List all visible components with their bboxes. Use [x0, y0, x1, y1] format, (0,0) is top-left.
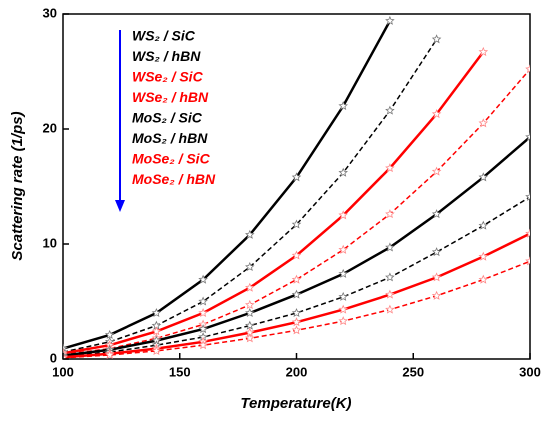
x-tick-label: 300: [519, 364, 541, 379]
series-line: [63, 20, 391, 350]
star-marker: [431, 166, 442, 176]
star-marker: [245, 282, 255, 292]
star-marker: [478, 251, 489, 261]
legend-label: MoSe₂ / SiC: [132, 151, 211, 167]
star-marker: [338, 304, 348, 314]
star-marker: [245, 333, 255, 343]
star-marker: [291, 219, 302, 229]
star-marker: [338, 101, 348, 111]
y-tick-label: 10: [43, 235, 57, 250]
star-marker: [104, 350, 115, 359]
star-marker: [291, 317, 302, 327]
star-marker: [431, 290, 442, 300]
star-marker: [245, 229, 255, 239]
star-marker: [385, 289, 395, 299]
star-marker: [431, 272, 442, 282]
star-marker: [151, 345, 162, 356]
star-marker: [198, 308, 208, 318]
legend-label: WSe₂ / hBN: [132, 89, 209, 105]
star-marker: [431, 108, 442, 119]
x-tick-label: 200: [286, 364, 308, 379]
star-marker: [198, 296, 208, 306]
x-tick-label: 150: [169, 364, 191, 379]
star-marker: [245, 262, 255, 272]
star-marker: [245, 299, 255, 310]
star-marker: [525, 64, 530, 74]
star-marker: [385, 272, 395, 282]
star-marker: [478, 118, 489, 128]
star-marker: [198, 324, 208, 334]
y-tick-label: 30: [43, 5, 57, 20]
star-marker: [151, 308, 162, 318]
star-marker: [478, 274, 489, 284]
star-marker: [338, 268, 348, 278]
star-marker: [151, 326, 162, 336]
star-marker: [385, 163, 395, 173]
star-marker: [291, 274, 302, 284]
star-marker: [385, 105, 395, 115]
series-line: [63, 196, 530, 358]
plot-area: [63, 15, 530, 359]
star-marker: [525, 228, 530, 238]
legend-label: WS₂ / hBN: [132, 48, 201, 64]
star-marker: [525, 256, 530, 266]
star-marker: [291, 325, 302, 335]
legend-label: WSe₂ / SiC: [132, 69, 204, 85]
y-tick-label: 20: [43, 120, 57, 135]
star-marker: [431, 209, 442, 219]
y-tick-label: 0: [50, 350, 57, 365]
star-marker: [291, 250, 302, 260]
y-axis-label: Scattering rate (1/ps): [9, 111, 26, 260]
star-marker: [338, 167, 348, 177]
star-marker: [338, 316, 348, 326]
star-marker: [525, 191, 530, 201]
star-marker: [338, 210, 348, 220]
star-marker: [63, 352, 68, 359]
star-marker: [385, 209, 395, 219]
star-marker: [478, 46, 489, 57]
x-axis-label: Temperature(K): [240, 395, 351, 412]
star-marker: [291, 308, 302, 318]
star-marker: [245, 308, 255, 318]
star-marker: [338, 244, 348, 254]
x-tick-label: 100: [52, 364, 74, 379]
star-marker: [338, 291, 348, 301]
star-marker: [525, 132, 530, 142]
star-marker: [198, 274, 208, 284]
star-marker: [385, 242, 395, 252]
star-marker: [431, 34, 442, 44]
star-marker: [198, 340, 208, 350]
star-marker: [385, 15, 395, 25]
star-marker: [478, 220, 489, 230]
star-marker: [478, 172, 489, 182]
x-tick-label: 250: [402, 364, 424, 379]
legend-label: MoS₂ / hBN: [132, 130, 208, 146]
star-marker: [385, 304, 395, 314]
star-marker: [431, 247, 442, 257]
legend-label: WS₂ / SiC: [132, 28, 196, 44]
star-marker: [245, 320, 255, 330]
legend-label: MoS₂ / SiC: [132, 110, 203, 126]
star-marker: [291, 289, 302, 299]
star-marker: [291, 172, 302, 182]
legend-label: MoSe₂ / hBN: [132, 171, 216, 187]
arrow-head: [115, 200, 125, 212]
series-line: [63, 38, 438, 353]
series-line: [63, 51, 485, 355]
star-marker: [104, 329, 115, 339]
